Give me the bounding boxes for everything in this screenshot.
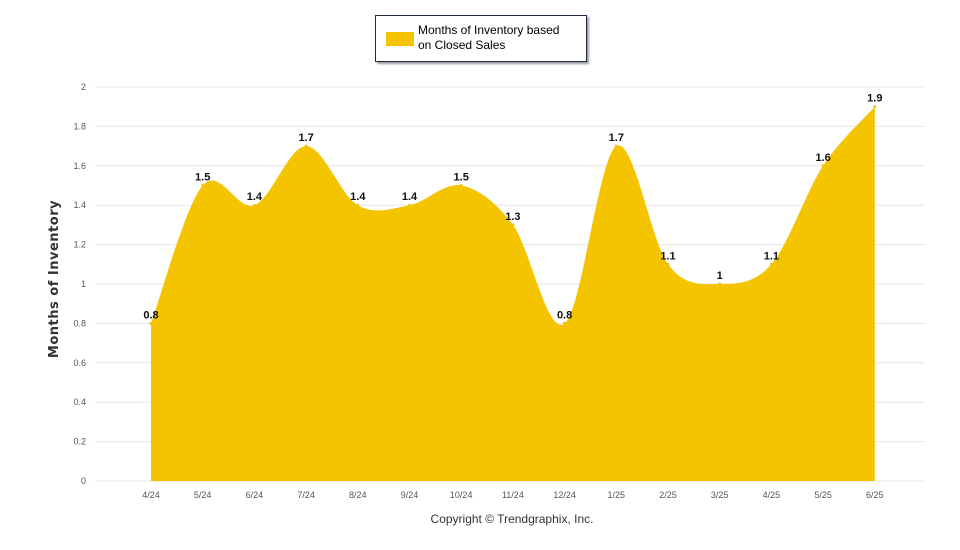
y-tick-label: 1.6 — [73, 161, 86, 171]
data-label: 1.1 — [764, 250, 779, 262]
data-label: 1.6 — [815, 152, 830, 164]
data-label: 1.5 — [195, 172, 210, 184]
x-tick-label: 2/25 — [659, 490, 677, 500]
x-tick-label: 5/24 — [194, 490, 212, 500]
y-tick-label: 1.2 — [73, 240, 86, 250]
data-point — [408, 203, 411, 207]
data-point — [356, 203, 360, 207]
data-point — [304, 144, 308, 148]
data-point — [769, 262, 773, 266]
x-tick-label: 9/24 — [401, 490, 419, 500]
data-point — [563, 321, 567, 325]
x-tick-label: 1/25 — [608, 490, 626, 500]
data-label: 1.5 — [454, 172, 469, 184]
data-label: 1.7 — [609, 132, 624, 144]
data-point — [252, 203, 256, 207]
y-tick-label: 2 — [81, 82, 86, 92]
x-tick-label: 10/24 — [450, 490, 473, 500]
area-series — [151, 106, 875, 481]
data-label: 1.1 — [660, 250, 675, 262]
x-tick-label: 12/24 — [553, 490, 576, 500]
legend-swatch — [386, 32, 414, 46]
copyright-text: Copyright © Trendgraphix, Inc. — [430, 512, 594, 526]
data-label: 1.9 — [867, 93, 882, 105]
y-tick-label: 0.2 — [73, 437, 86, 447]
data-label: 1.7 — [298, 132, 313, 144]
x-tick-label: 4/24 — [142, 490, 160, 500]
x-tick-label: 8/24 — [349, 490, 367, 500]
data-label: 1.3 — [505, 211, 520, 223]
data-point — [821, 164, 825, 168]
y-tick-label: 0 — [81, 476, 86, 486]
y-tick-label: 0.6 — [73, 358, 86, 368]
y-tick-label: 1.4 — [73, 200, 86, 210]
data-label: 0.8 — [557, 309, 572, 321]
data-label: 1.4 — [350, 191, 366, 203]
legend: Months of Inventory based on Closed Sale… — [375, 15, 587, 62]
data-point — [201, 184, 205, 187]
data-label: 0.8 — [143, 309, 158, 321]
data-point — [459, 184, 463, 187]
legend-label: Months of Inventory based on Closed Sale… — [418, 23, 560, 52]
data-label: 1 — [717, 270, 723, 282]
data-point — [511, 223, 515, 227]
data-point — [149, 321, 153, 325]
x-tick-label: 3/25 — [711, 490, 729, 500]
data-point — [666, 262, 670, 266]
data-label: 1.4 — [402, 191, 418, 203]
x-tick-label: 6/25 — [866, 490, 884, 500]
x-tick-label: 5/25 — [814, 490, 832, 500]
x-tick-label: 7/24 — [297, 490, 315, 500]
data-point — [718, 282, 722, 286]
y-tick-label: 1 — [81, 279, 86, 289]
y-tick-label: 1.8 — [73, 121, 86, 131]
data-point — [614, 144, 618, 148]
data-label: 1.4 — [247, 191, 263, 203]
x-tick-label: 11/24 — [502, 490, 524, 500]
x-tick-label: 4/25 — [763, 490, 781, 500]
y-axis-label: Months of Inventory — [47, 200, 62, 358]
y-tick-label: 0.8 — [73, 318, 86, 328]
y-tick-label: 0.4 — [73, 397, 86, 407]
x-tick-label: 6/24 — [246, 490, 264, 500]
data-point — [873, 105, 877, 109]
